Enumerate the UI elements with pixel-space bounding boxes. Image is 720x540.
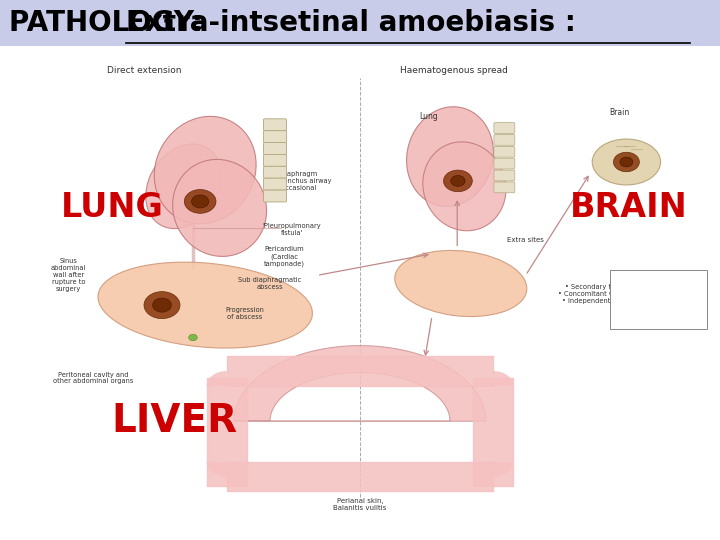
- FancyBboxPatch shape: [264, 166, 287, 178]
- Text: Extra-intsetinal amoebiasis :: Extra-intsetinal amoebiasis :: [126, 9, 576, 37]
- FancyBboxPatch shape: [494, 134, 515, 145]
- Text: Direct extension: Direct extension: [107, 66, 181, 75]
- Text: liver
involvement: liver involvement: [638, 293, 680, 306]
- FancyBboxPatch shape: [264, 143, 287, 154]
- Circle shape: [620, 157, 633, 167]
- Text: LUNG: LUNG: [61, 191, 164, 225]
- Circle shape: [184, 190, 216, 213]
- Circle shape: [444, 170, 472, 192]
- Circle shape: [153, 298, 171, 312]
- FancyBboxPatch shape: [0, 46, 720, 540]
- Text: Extra sites: Extra sites: [507, 237, 544, 244]
- Ellipse shape: [145, 144, 222, 228]
- FancyBboxPatch shape: [264, 190, 287, 202]
- Wedge shape: [493, 462, 513, 477]
- FancyBboxPatch shape: [264, 119, 287, 131]
- Text: BRAIN: BRAIN: [570, 191, 688, 225]
- Ellipse shape: [407, 107, 493, 206]
- FancyBboxPatch shape: [264, 178, 287, 190]
- Text: Diaphragm
no bronchus airway
occasional: Diaphragm no bronchus airway occasional: [266, 171, 331, 191]
- Text: Haematogenous spread: Haematogenous spread: [400, 66, 508, 75]
- Wedge shape: [493, 371, 513, 386]
- Circle shape: [192, 195, 209, 208]
- Circle shape: [189, 334, 197, 341]
- Circle shape: [451, 176, 465, 186]
- FancyBboxPatch shape: [494, 158, 515, 169]
- Ellipse shape: [592, 139, 661, 185]
- Text: Pericardium
(Cardiac
tamponade): Pericardium (Cardiac tamponade): [264, 246, 305, 267]
- Ellipse shape: [173, 159, 266, 256]
- Wedge shape: [207, 462, 227, 477]
- Circle shape: [144, 292, 180, 319]
- Text: Sinus
abdominal
wall after
rupture to
surgery: Sinus abdominal wall after rupture to su…: [50, 259, 86, 292]
- Ellipse shape: [423, 142, 506, 231]
- FancyBboxPatch shape: [264, 131, 287, 143]
- Circle shape: [613, 152, 639, 172]
- Text: Lung: Lung: [419, 112, 438, 120]
- FancyBboxPatch shape: [494, 146, 515, 157]
- Text: Peritoneal cavity and
other abdominal organs: Peritoneal cavity and other abdominal or…: [53, 372, 134, 384]
- Text: LIVER: LIVER: [112, 402, 238, 440]
- FancyBboxPatch shape: [494, 170, 515, 181]
- FancyBboxPatch shape: [0, 0, 720, 46]
- FancyBboxPatch shape: [494, 123, 515, 133]
- Text: PATHOLOGY:: PATHOLOGY:: [9, 9, 222, 37]
- Wedge shape: [207, 371, 227, 386]
- Polygon shape: [234, 346, 486, 421]
- Ellipse shape: [98, 262, 312, 348]
- FancyBboxPatch shape: [494, 182, 515, 193]
- Text: Sub diaphragmatic
abscess: Sub diaphragmatic abscess: [238, 277, 302, 290]
- Text: Brain: Brain: [609, 108, 629, 117]
- Text: 'Pleuropulmonary
fistula': 'Pleuropulmonary fistula': [262, 223, 321, 236]
- Text: • Secondary to
• Concomitant with
• Independent of: • Secondary to • Concomitant with • Inde…: [558, 284, 623, 305]
- Ellipse shape: [154, 116, 256, 224]
- Text: Perianal skin,
Balanitis vulitis: Perianal skin, Balanitis vulitis: [333, 498, 387, 511]
- FancyBboxPatch shape: [610, 270, 707, 329]
- FancyBboxPatch shape: [264, 154, 287, 166]
- Text: Progression
of abscess: Progression of abscess: [225, 307, 264, 320]
- Ellipse shape: [395, 251, 527, 316]
